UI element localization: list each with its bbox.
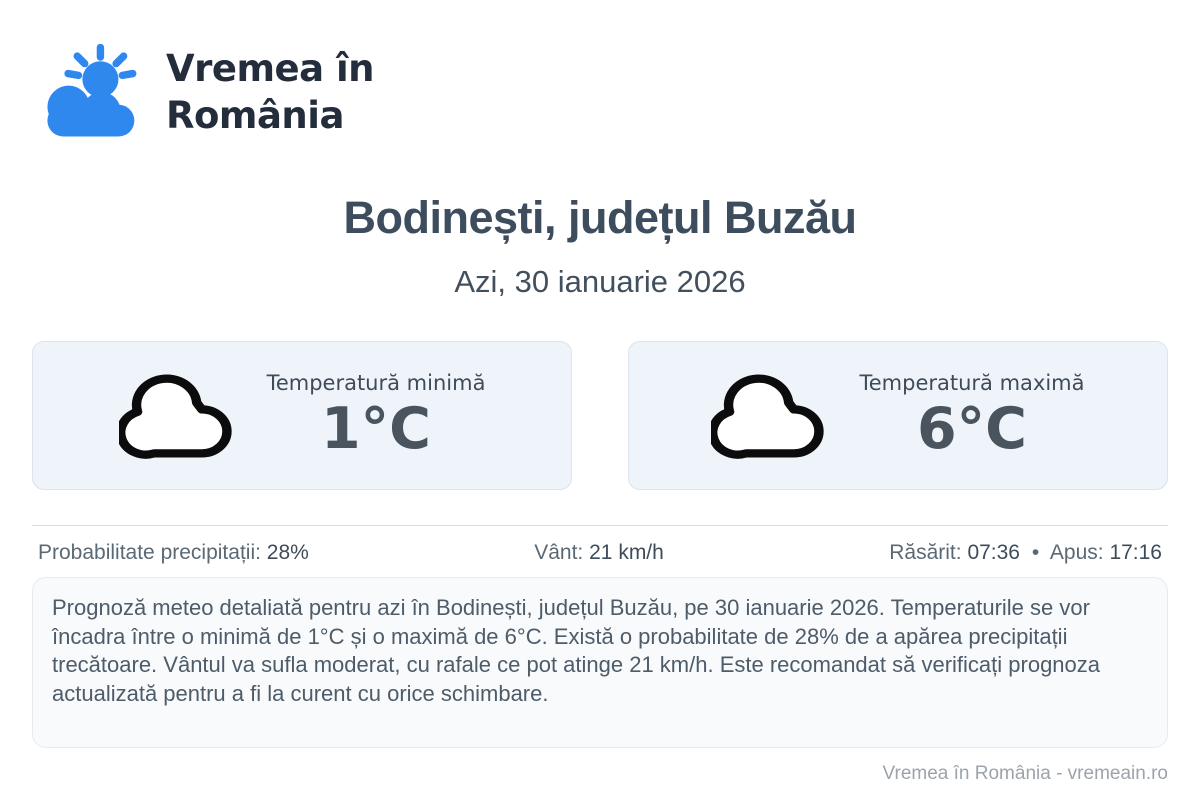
precipitation-value: 28% <box>266 541 309 564</box>
card-temp-max: Temperatură maximă 6°C <box>628 341 1168 490</box>
logo-text: Vremea în România <box>166 45 375 139</box>
stat-wind: Vânt: 21 km/h <box>534 541 664 565</box>
sunset-value: 17:16 <box>1109 541 1162 564</box>
page-title: Bodinești, județul Buzău <box>343 192 858 243</box>
page-subtitle: Azi, 30 ianuarie 2026 <box>454 264 746 299</box>
sunset-label: Apus: <box>1049 541 1104 564</box>
sunrise-label: Răsărit: <box>889 541 962 564</box>
card-temp-max-text: Temperatură maximă 6°C <box>859 371 1084 461</box>
sun-cloud-icon <box>47 44 137 137</box>
forecast-text: Prognoză meteo detaliată pentru azi în B… <box>52 595 1101 706</box>
forecast-box: Prognoză meteo detaliată pentru azi în B… <box>32 577 1168 748</box>
logo-text-line1: Vremea în <box>166 47 375 90</box>
logo: Vremea în România <box>40 44 375 140</box>
divider <box>32 525 1168 526</box>
card-temp-min-text: Temperatură minimă 1°C <box>267 371 486 461</box>
bullet-separator: • <box>1031 541 1040 564</box>
footer-credit: Vremea în România - vremeain.ro <box>882 763 1168 784</box>
temp-max-value: 6°C <box>917 395 1027 462</box>
wind-label: Vânt: <box>534 541 584 564</box>
cloud-icon <box>711 374 825 459</box>
temp-min-value: 1°C <box>321 395 431 462</box>
card-temp-min: Temperatură minimă 1°C <box>32 341 572 490</box>
temp-min-label: Temperatură minimă <box>266 370 486 395</box>
temperature-cards: Temperatură minimă 1°C Temperatură maxim… <box>32 341 1168 490</box>
wind-value: 21 km/h <box>589 541 664 564</box>
stats-row: Probabilitate precipitații: 28% Vânt: 21… <box>38 541 1162 565</box>
temp-max-label: Temperatură maximă <box>859 370 1085 395</box>
sunrise-value: 07:36 <box>967 541 1020 564</box>
logo-text-line2: România <box>166 94 344 137</box>
stat-precipitation: Probabilitate precipitații: 28% <box>38 541 309 565</box>
precipitation-label: Probabilitate precipitații: <box>38 541 261 564</box>
stat-sun: Răsărit: 07:36 • Apus: 17:16 <box>889 541 1162 565</box>
cloud-icon <box>118 374 232 459</box>
